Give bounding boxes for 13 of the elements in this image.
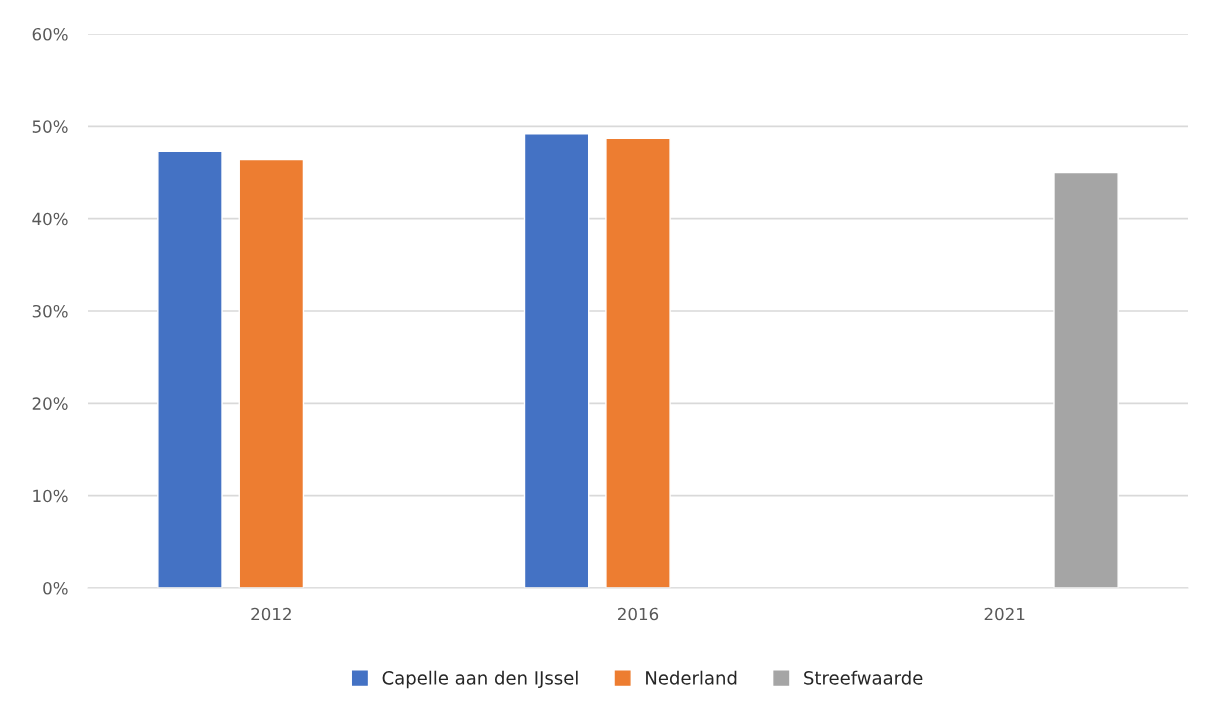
y-tick-label: 0% — [43, 581, 68, 595]
legend-label: Capelle aan den IJssel — [382, 670, 578, 689]
x-tick-label: 2021 — [984, 607, 1025, 621]
x-tick-label: 2016 — [618, 607, 659, 621]
x-tick-label: 2012 — [251, 607, 291, 621]
y-tick-label: 40% — [32, 212, 68, 226]
y-tick-label: 50% — [32, 120, 68, 133]
legend-label: Nederland — [646, 670, 737, 685]
y-tick-label: 60% — [32, 27, 68, 41]
legend-label: Streefwaarde — [804, 670, 923, 685]
y-tick-label: 20% — [32, 397, 68, 410]
y-tick-label: 30% — [32, 304, 68, 318]
y-tick-label: 10% — [33, 489, 68, 503]
